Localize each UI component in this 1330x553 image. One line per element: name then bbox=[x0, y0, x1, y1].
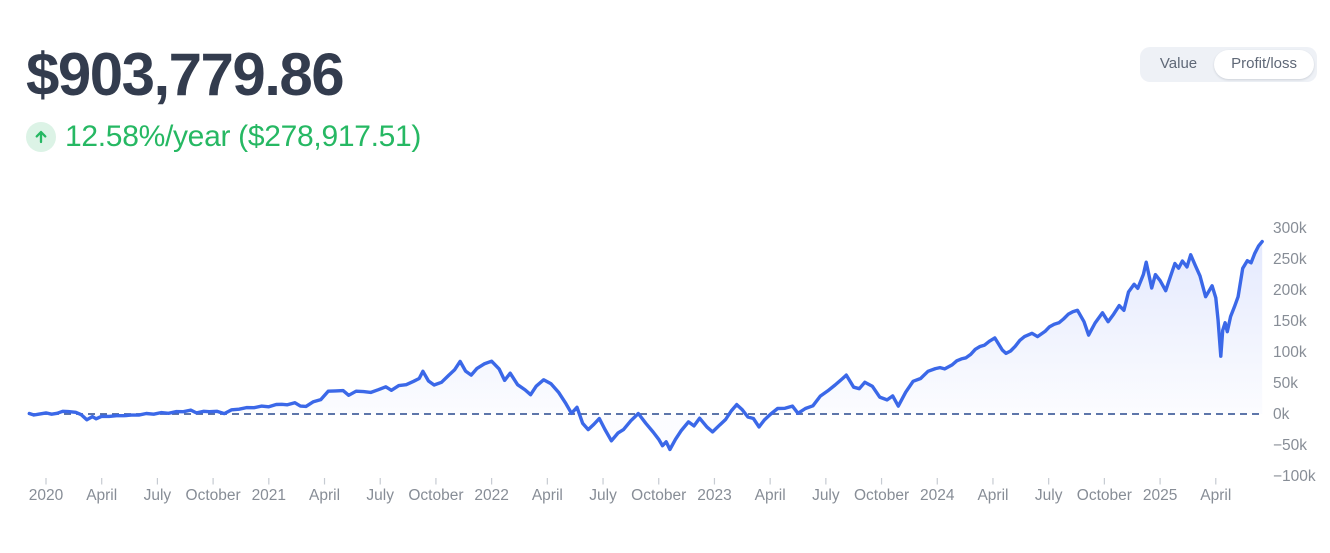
x-tick-label: April bbox=[977, 487, 1008, 504]
y-tick-label: −100k bbox=[1273, 468, 1316, 485]
y-tick-label: 300k bbox=[1273, 220, 1307, 237]
annual-return-row: 12.58%/year ($278,917.51) bbox=[26, 120, 421, 154]
y-tick-label: 100k bbox=[1273, 344, 1307, 361]
profit-loss-line bbox=[27, 239, 1264, 452]
x-tick-label: 2022 bbox=[474, 487, 508, 504]
x-tick-label: 2024 bbox=[920, 487, 955, 504]
x-tick-label: October bbox=[408, 487, 463, 504]
toggle-option-value[interactable]: Value bbox=[1143, 50, 1214, 79]
value-profitloss-toggle: Value Profit/loss bbox=[1139, 47, 1317, 82]
x-tick-label: July bbox=[589, 487, 617, 504]
y-tick-label: 0k bbox=[1273, 406, 1290, 423]
x-tick-label: October bbox=[854, 487, 909, 504]
x-tick-label: April bbox=[755, 487, 786, 504]
x-tick-label: 2025 bbox=[1143, 487, 1177, 504]
x-axis: 2020 April July October 2021 April July October… bbox=[29, 478, 1231, 504]
x-tick-label: October bbox=[631, 487, 686, 504]
x-tick-label: 2020 bbox=[29, 487, 64, 504]
x-tick-label: April bbox=[86, 487, 117, 504]
annual-return-text: 12.58%/year ($278,917.51) bbox=[65, 120, 422, 153]
x-tick-label: April bbox=[1200, 487, 1231, 504]
total-value: $903,779.86 bbox=[26, 41, 345, 108]
x-tick-label: July bbox=[1035, 487, 1063, 504]
x-tick-label: April bbox=[309, 487, 340, 504]
y-tick-label: 200k bbox=[1273, 282, 1307, 299]
x-tick-label: July bbox=[366, 487, 394, 504]
toggle-option-profitloss[interactable]: Profit/loss bbox=[1214, 50, 1314, 79]
x-tick-label: 2023 bbox=[697, 487, 731, 504]
arrow-up-icon bbox=[26, 122, 56, 152]
y-tick-label: −50k bbox=[1273, 437, 1307, 454]
x-tick-label: July bbox=[812, 487, 840, 504]
x-tick-label: October bbox=[186, 487, 241, 504]
y-tick-label: 150k bbox=[1273, 313, 1307, 330]
y-tick-label: 250k bbox=[1273, 251, 1307, 268]
y-axis: 300k 250k 200k 150k 100k 50k 0k −50k −100k bbox=[1273, 220, 1316, 485]
x-tick-label: October bbox=[1077, 487, 1132, 504]
chart-area-fill bbox=[29, 241, 1263, 450]
y-tick-label: 50k bbox=[1273, 375, 1298, 392]
x-tick-label: July bbox=[144, 487, 172, 504]
x-tick-label: 2021 bbox=[252, 487, 286, 504]
x-tick-label: April bbox=[532, 487, 563, 504]
